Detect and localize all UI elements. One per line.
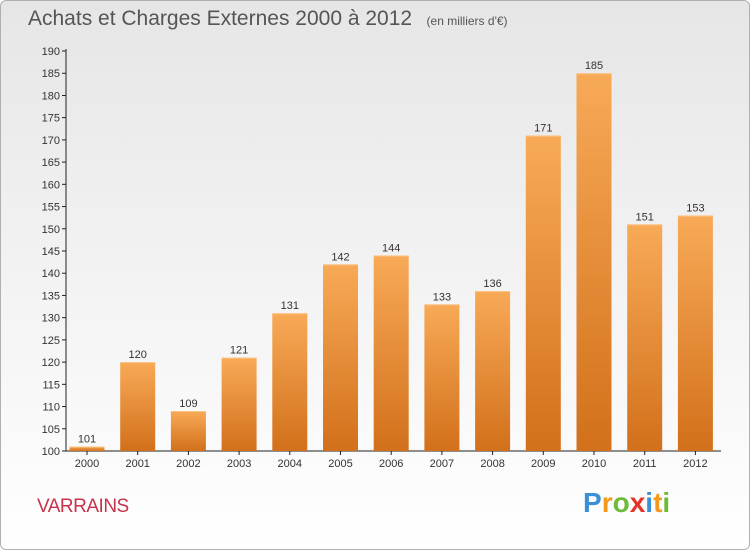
value-label: 142 — [331, 251, 349, 263]
value-label: 144 — [382, 242, 400, 254]
y-tick-label: 170 — [42, 135, 60, 147]
y-tick-label: 155 — [42, 202, 60, 214]
logo-letter: x — [629, 487, 646, 518]
logo-letter: i — [662, 487, 671, 518]
logo-letter: o — [612, 487, 630, 518]
logo-letter: P — [583, 487, 602, 518]
y-tick-label: 150 — [42, 224, 60, 236]
x-tick-label: 2009 — [531, 458, 555, 470]
bar-2011 — [627, 224, 663, 451]
bar-2010 — [576, 73, 612, 451]
logo-letter: t — [653, 487, 663, 518]
y-tick-label: 130 — [42, 313, 60, 325]
x-tick-label: 2003 — [227, 458, 251, 470]
bar-2008 — [475, 291, 511, 451]
x-tick-label: 2001 — [125, 458, 149, 470]
value-label: 131 — [281, 300, 299, 312]
y-tick-label: 165 — [42, 157, 60, 169]
x-tick-label: 2006 — [379, 458, 403, 470]
y-tick-label: 115 — [42, 379, 60, 391]
commune-name: VARRAINS — [37, 496, 129, 517]
x-tick-label: 2008 — [480, 458, 504, 470]
chart-title: Achats et Charges Externes 2000 à 2012 — [28, 7, 413, 30]
y-tick-label: 185 — [42, 68, 60, 80]
y-tick-label: 120 — [42, 357, 60, 369]
bar-2007 — [424, 304, 460, 451]
bar-2009 — [525, 135, 561, 451]
value-label: 109 — [179, 398, 197, 410]
value-label: 185 — [585, 60, 603, 72]
title-row: Achats et Charges Externes 2000 à 2012 (… — [28, 7, 508, 31]
y-tick-label: 145 — [42, 246, 60, 258]
logo-letter: r — [601, 487, 613, 518]
y-tick-label: 105 — [42, 424, 60, 436]
y-tick-label: 190 — [42, 46, 60, 58]
chart-subtitle: (en milliers d'€) — [426, 14, 508, 28]
bar-2002 — [170, 411, 206, 451]
value-label: 121 — [230, 345, 248, 357]
value-label: 101 — [78, 434, 96, 446]
x-tick-label: 2012 — [683, 458, 707, 470]
bar-2004 — [272, 313, 308, 451]
proxiti-logo[interactable]: Proxiti — [583, 487, 670, 519]
x-tick-label: 2005 — [328, 458, 352, 470]
bar-2001 — [120, 362, 156, 451]
x-tick-label: 2000 — [75, 458, 99, 470]
y-tick-label: 135 — [42, 290, 60, 302]
value-label: 171 — [534, 122, 552, 134]
bar-2012 — [677, 215, 713, 451]
x-tick-label: 2011 — [633, 458, 657, 470]
x-tick-label: 2004 — [278, 458, 302, 470]
value-label: 151 — [636, 211, 654, 223]
y-tick-label: 160 — [42, 179, 60, 191]
y-tick-label: 100 — [42, 446, 60, 458]
x-tick-label: 2007 — [430, 458, 454, 470]
value-label: 120 — [129, 349, 147, 361]
y-tick-label: 125 — [42, 335, 60, 347]
value-label: 153 — [686, 202, 704, 214]
y-tick-label: 175 — [42, 113, 60, 125]
bar-2003 — [221, 357, 257, 451]
bar-2000 — [69, 446, 105, 451]
logo-letter: i — [645, 487, 654, 518]
value-label: 136 — [483, 278, 501, 290]
y-tick-label: 140 — [42, 268, 60, 280]
bar-2005 — [323, 264, 358, 451]
x-tick-label: 2002 — [176, 458, 200, 470]
y-tick-label: 110 — [42, 402, 60, 414]
bar-2006 — [373, 255, 409, 451]
x-tick-label: 2010 — [582, 458, 606, 470]
value-label: 133 — [433, 291, 451, 303]
y-tick-label: 180 — [42, 90, 60, 102]
